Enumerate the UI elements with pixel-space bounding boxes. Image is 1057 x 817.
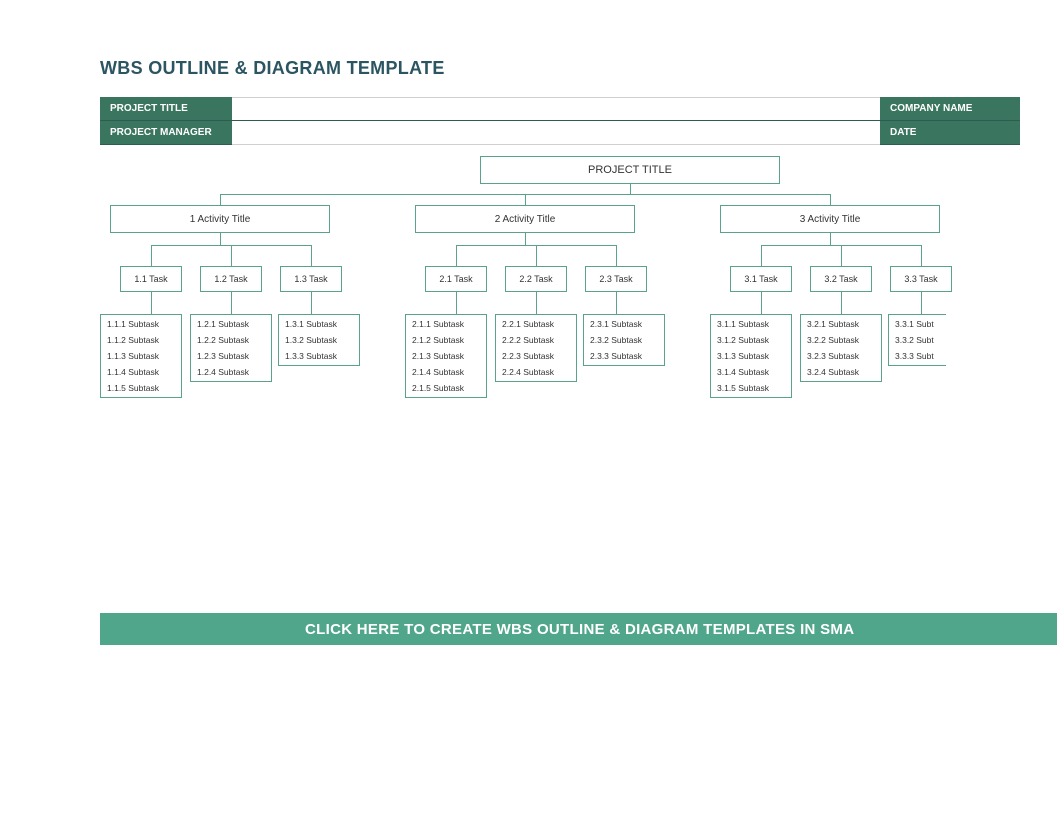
subtask-item: 1.1.4 Subtask [107,367,175,377]
cta-link[interactable]: CLICK HERE TO CREATE WBS OUTLINE & DIAGR… [100,613,1057,645]
activity-node: 2 Activity Title [415,205,635,233]
task-node: 3.3 Task [890,266,952,292]
connector [220,194,221,205]
subtask-item: 2.1.3 Subtask [412,351,480,361]
task-node: 1.1 Task [120,266,182,292]
subtask-item: 3.3.1 Subt [895,319,940,329]
subtask-item: 2.1.2 Subtask [412,335,480,345]
connector [761,245,762,266]
connector [830,233,831,245]
subtask-item: 1.3.1 Subtask [285,319,353,329]
subtask-item: 3.2.4 Subtask [807,367,875,377]
subtask-item: 3.2.3 Subtask [807,351,875,361]
subtask-item: 1.3.2 Subtask [285,335,353,345]
subtask-item: 1.2.4 Subtask [197,367,265,377]
subtask-item: 2.1.5 Subtask [412,383,480,393]
connector [231,245,232,266]
subtask-item: 2.2.4 Subtask [502,367,570,377]
connector [761,292,762,314]
subtask-list: 3.1.1 Subtask 3.1.2 Subtask 3.1.3 Subtask 3… [710,314,792,398]
project-manager-input[interactable] [232,121,880,145]
task-node: 2.1 Task [425,266,487,292]
subtask-item: 2.2.1 Subtask [502,319,570,329]
subtask-item: 3.1.5 Subtask [717,383,785,393]
connector [231,292,232,314]
subtask-list: 1.1.1 Subtask 1.1.2 Subtask 1.1.3 Subtask 1… [100,314,182,398]
subtask-item: 1.1.1 Subtask [107,319,175,329]
connector [220,233,221,245]
subtask-item: 3.3.2 Subt [895,335,940,345]
company-name-label: COMPANY NAME [880,97,1020,121]
subtask-item: 3.1.2 Subtask [717,335,785,345]
task-node: 3.2 Task [810,266,872,292]
task-node: 2.2 Task [505,266,567,292]
subtask-item: 2.1.1 Subtask [412,319,480,329]
subtask-list: 2.2.1 Subtask 2.2.2 Subtask 2.2.3 Subtask 2… [495,314,577,382]
connector [921,292,922,314]
subtask-item: 1.3.3 Subtask [285,351,353,361]
subtask-list: 1.3.1 Subtask 1.3.2 Subtask 1.3.3 Subtask [278,314,360,366]
date-label: DATE [880,121,1020,145]
subtask-item: 3.1.4 Subtask [717,367,785,377]
project-title-input[interactable] [232,97,880,121]
subtask-item: 1.2.3 Subtask [197,351,265,361]
subtask-item: 3.3.3 Subt [895,351,940,361]
subtask-item: 3.2.1 Subtask [807,319,875,329]
connector [151,292,152,314]
root-node: PROJECT TITLE [480,156,780,184]
header-table: PROJECT TITLE COMPANY NAME PROJECT MANAG… [100,97,1020,145]
subtask-item: 1.2.1 Subtask [197,319,265,329]
subtask-list: 1.2.1 Subtask 1.2.2 Subtask 1.2.3 Subtask 1… [190,314,272,382]
connector [616,292,617,314]
subtask-item: 2.3.3 Subtask [590,351,658,361]
task-node: 2.3 Task [585,266,647,292]
page-title: WBS OUTLINE & DIAGRAM TEMPLATE [100,58,1057,79]
subtask-item: 2.3.1 Subtask [590,319,658,329]
connector [841,245,842,266]
task-node: 1.2 Task [200,266,262,292]
task-node: 1.3 Task [280,266,342,292]
task-node: 3.1 Task [730,266,792,292]
connector [525,194,526,205]
project-title-label: PROJECT TITLE [100,97,232,121]
subtask-item: 1.2.2 Subtask [197,335,265,345]
connector [311,292,312,314]
connector [630,184,631,194]
connector [841,292,842,314]
project-manager-label: PROJECT MANAGER [100,121,232,145]
subtask-list: 2.3.1 Subtask 2.3.2 Subtask 2.3.3 Subtask [583,314,665,366]
subtask-list: 2.1.1 Subtask 2.1.2 Subtask 2.1.3 Subtask 2… [405,314,487,398]
subtask-item: 2.3.2 Subtask [590,335,658,345]
subtask-item: 2.2.3 Subtask [502,351,570,361]
subtask-item: 2.2.2 Subtask [502,335,570,345]
connector [830,194,831,205]
connector [151,245,152,266]
connector [456,292,457,314]
connector [536,245,537,266]
subtask-list: 3.3.1 Subt 3.3.2 Subt 3.3.3 Subt [888,314,946,366]
subtask-item: 2.1.4 Subtask [412,367,480,377]
activity-node: 1 Activity Title [110,205,330,233]
connector [536,292,537,314]
wbs-diagram: PROJECT TITLE 1 Activity Title 1.1 Task 1.1… [100,150,1057,470]
subtask-item: 3.2.2 Subtask [807,335,875,345]
activity-node: 3 Activity Title [720,205,940,233]
subtask-item: 1.1.5 Subtask [107,383,175,393]
subtask-item: 3.1.1 Subtask [717,319,785,329]
connector [616,245,617,266]
subtask-item: 1.1.2 Subtask [107,335,175,345]
subtask-item: 1.1.3 Subtask [107,351,175,361]
subtask-list: 3.2.1 Subtask 3.2.2 Subtask 3.2.3 Subtask 3… [800,314,882,382]
subtask-item: 3.1.3 Subtask [717,351,785,361]
connector [921,245,922,266]
connector [456,245,457,266]
connector [525,233,526,245]
connector [311,245,312,266]
